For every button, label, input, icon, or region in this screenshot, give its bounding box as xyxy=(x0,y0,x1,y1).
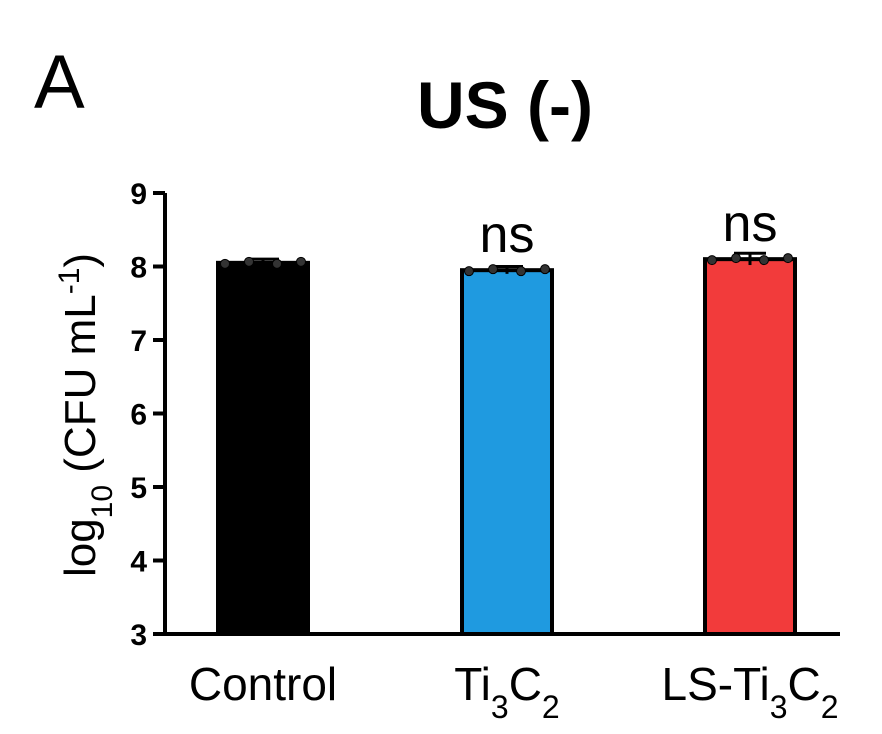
data-point xyxy=(759,255,769,266)
data-point xyxy=(244,256,254,267)
data-point xyxy=(783,253,793,264)
data-point xyxy=(516,266,526,277)
y-tick-label: 4 xyxy=(130,546,147,579)
y-tick-label: 6 xyxy=(130,399,147,432)
significance-label: ns xyxy=(723,195,778,253)
labels: Control ns Ti3C2 ns LS-Ti3C2 xyxy=(189,195,839,725)
data-point xyxy=(272,258,282,269)
data-point xyxy=(540,264,550,275)
x-tick-label: Ti3C2 xyxy=(454,658,559,725)
y-tick-label: 8 xyxy=(130,252,147,285)
y-tick-label: 9 xyxy=(130,178,147,211)
x-tick-label: LS-Ti3C2 xyxy=(661,658,838,725)
bar xyxy=(216,260,310,636)
data-point xyxy=(220,258,230,269)
panel-label: A xyxy=(34,40,85,125)
significance-label: ns xyxy=(480,206,535,264)
chart-title: US (-) xyxy=(417,68,593,142)
data-point xyxy=(296,256,306,267)
data-point xyxy=(731,253,741,264)
bar xyxy=(703,257,797,636)
x-tick-label: Control xyxy=(189,658,337,710)
y-tick-label: 5 xyxy=(130,472,147,505)
y-axis-label: log10 (CFU mL-1) xyxy=(53,253,119,577)
bars xyxy=(216,251,797,636)
y-tick-label: 3 xyxy=(130,619,147,652)
bar xyxy=(460,268,554,636)
y-tick-label: 7 xyxy=(130,325,147,358)
data-point xyxy=(488,264,498,275)
data-point xyxy=(707,255,717,266)
data-point xyxy=(464,266,474,277)
